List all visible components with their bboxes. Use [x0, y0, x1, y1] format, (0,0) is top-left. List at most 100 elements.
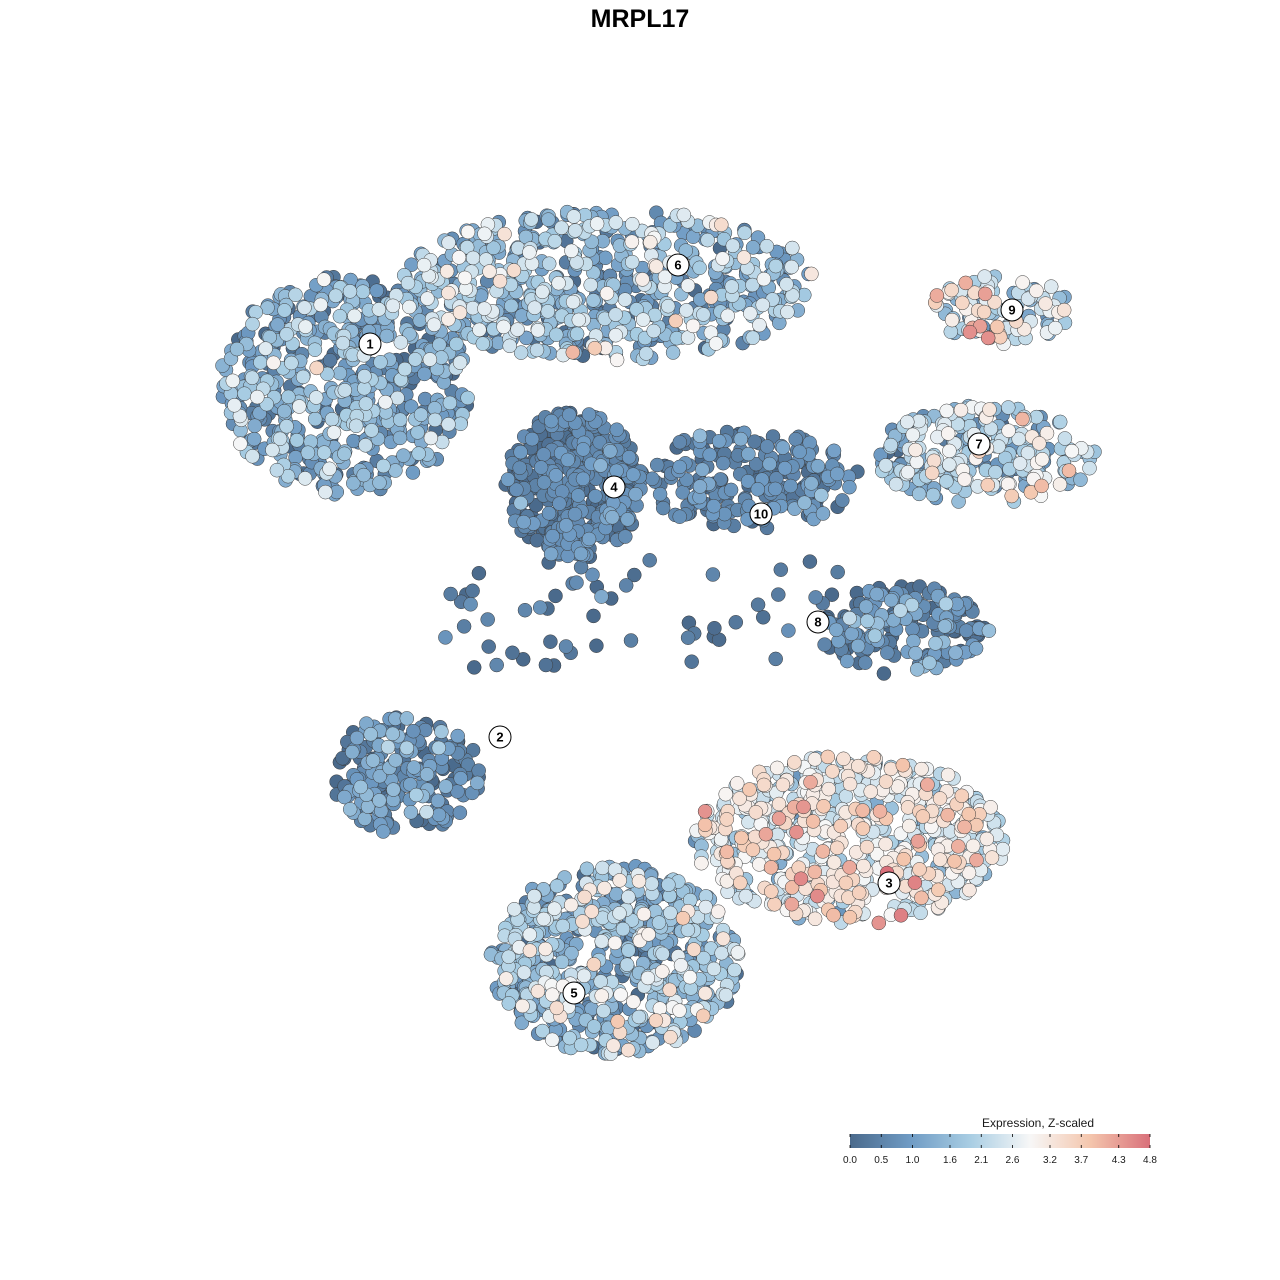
- cell-point: [723, 482, 739, 498]
- cell-point: [548, 588, 563, 604]
- cell-point: [409, 787, 424, 803]
- cell-point: [980, 330, 996, 346]
- cell-point: [636, 906, 652, 922]
- cluster-label-9: 9: [1000, 298, 1024, 322]
- cell-point: [477, 226, 492, 242]
- cell-point: [326, 425, 342, 440]
- cell-point: [724, 279, 740, 294]
- cell-point: [532, 600, 548, 615]
- cell-point: [555, 918, 571, 934]
- cell-point: [517, 602, 533, 618]
- cell-point: [538, 941, 553, 957]
- cell-point: [896, 851, 911, 867]
- cell-point: [258, 341, 273, 356]
- cell-point: [481, 639, 496, 654]
- cluster-label-text: 3: [885, 876, 892, 891]
- cell-point: [612, 906, 627, 921]
- cell-point: [297, 471, 313, 486]
- cell-point: [962, 324, 978, 340]
- cell-point: [406, 723, 421, 739]
- cell-point: [516, 965, 532, 980]
- cell-point: [432, 337, 447, 352]
- cell-point: [460, 224, 476, 240]
- cell-point: [1038, 296, 1053, 311]
- cell-point: [245, 449, 260, 464]
- cell-point: [655, 964, 670, 979]
- cell-point: [357, 811, 373, 826]
- cell-point: [676, 207, 692, 223]
- cell-point: [969, 852, 984, 868]
- cell-point: [471, 565, 487, 581]
- cell-point: [512, 460, 527, 476]
- cell-point: [838, 789, 854, 804]
- cell-point: [979, 831, 995, 847]
- cell-point: [619, 957, 635, 972]
- cell-point: [337, 789, 352, 805]
- cell-point: [569, 575, 584, 590]
- cell-point: [608, 215, 624, 230]
- cell-point: [453, 771, 468, 786]
- cell-point: [405, 465, 421, 480]
- cell-point: [728, 615, 744, 630]
- cell-point: [788, 432, 803, 447]
- cell-point: [567, 506, 583, 522]
- cell-point: [342, 802, 358, 817]
- cluster-label-5: 5: [562, 981, 586, 1005]
- cell-point: [775, 440, 791, 455]
- cell-point: [1001, 400, 1016, 415]
- cell-point: [332, 308, 348, 324]
- cell-point: [1029, 409, 1044, 425]
- cell-point: [789, 824, 804, 840]
- cell-point: [313, 297, 328, 313]
- cell-point: [700, 232, 715, 248]
- cell-point: [694, 855, 709, 871]
- cell-point: [962, 882, 977, 898]
- cell-point: [504, 298, 519, 314]
- cell-point: [743, 306, 758, 321]
- cell-point: [988, 464, 1003, 480]
- cell-point: [736, 250, 752, 265]
- cell-point: [844, 626, 859, 642]
- cell-point: [835, 493, 850, 508]
- cluster-label-2: 2: [488, 725, 512, 749]
- cell-point: [797, 495, 812, 510]
- cell-point: [869, 586, 884, 602]
- cell-point: [926, 453, 942, 469]
- cell-point: [498, 971, 514, 986]
- cell-point: [942, 443, 957, 459]
- cell-point: [965, 838, 981, 854]
- cell-point: [631, 873, 647, 889]
- cell-point: [571, 312, 587, 328]
- cell-point: [662, 982, 677, 998]
- cell-point: [393, 335, 409, 350]
- cell-point: [839, 653, 855, 669]
- cell-point: [672, 434, 688, 450]
- cell-point: [322, 461, 337, 477]
- cell-point: [442, 395, 458, 411]
- cell-point: [396, 448, 411, 463]
- cell-point: [984, 850, 1000, 865]
- legend-tick-label: 4.8: [1143, 1155, 1157, 1166]
- cell-point: [413, 407, 429, 422]
- cell-point: [626, 994, 641, 1009]
- cell-point: [594, 934, 609, 949]
- cell-point: [400, 275, 416, 291]
- cell-point: [586, 1019, 602, 1034]
- cell-point: [829, 622, 844, 638]
- cell-point: [947, 854, 962, 869]
- cell-point: [981, 623, 997, 638]
- cell-point: [229, 341, 245, 357]
- cell-point: [733, 431, 749, 447]
- cell-point: [808, 590, 823, 605]
- cell-point: [554, 220, 569, 235]
- color-legend: Expression, Z-scaled 0.0 0.5 1.0 1.6 2.1 2.6 3…: [843, 1116, 1157, 1166]
- cell-point: [939, 474, 954, 489]
- cell-point: [538, 657, 554, 673]
- chart-title: MRPL17: [591, 5, 690, 33]
- cell-point: [501, 996, 517, 1011]
- cell-point: [365, 753, 381, 768]
- cell-point: [922, 655, 937, 671]
- cluster-label-7: 7: [967, 432, 991, 456]
- cell-point: [613, 987, 628, 1002]
- cell-point: [668, 313, 683, 329]
